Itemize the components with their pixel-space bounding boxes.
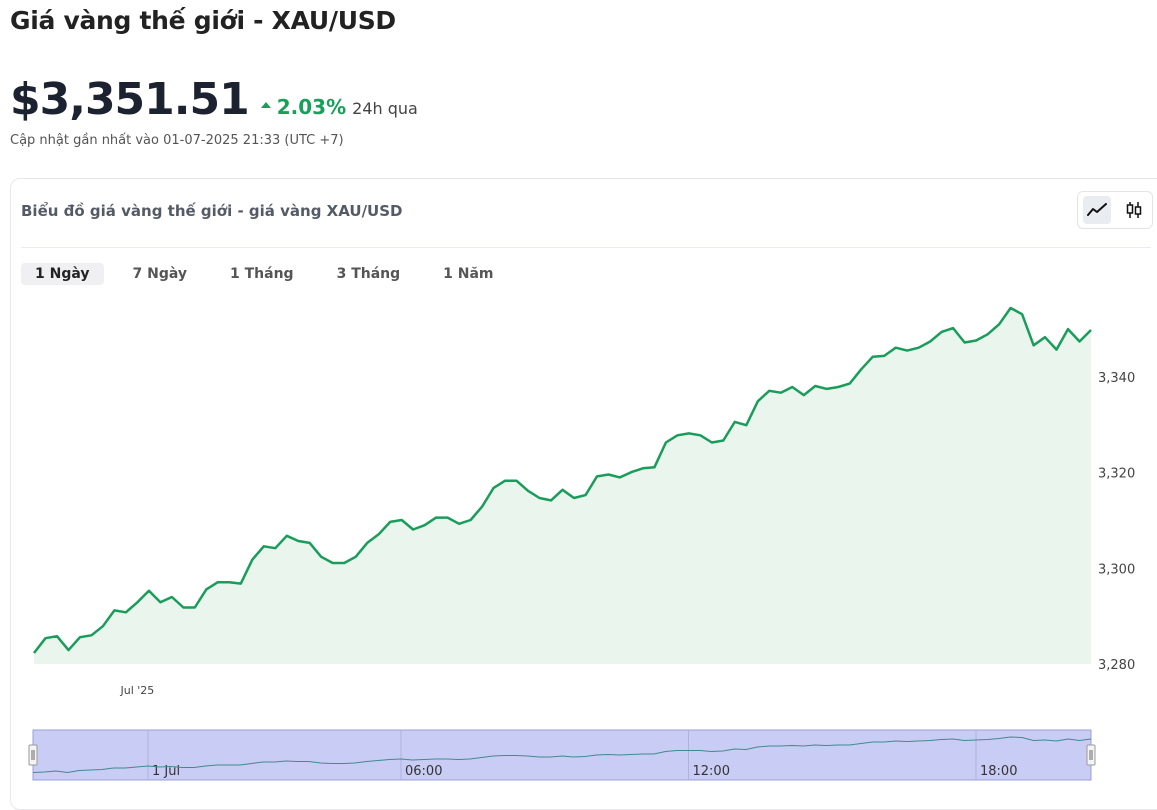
- navigator-label: 12:00: [693, 764, 730, 779]
- price-area: [34, 308, 1091, 664]
- navigator-label: 18:00: [980, 764, 1017, 779]
- handle-grip[interactable]: [29, 745, 37, 765]
- handle-grip[interactable]: [1087, 745, 1095, 765]
- navigator-left-handle[interactable]: [29, 745, 37, 765]
- y-tick-label: 3,300: [1098, 562, 1135, 577]
- y-tick-label: 3,340: [1098, 371, 1135, 386]
- navigator-window[interactable]: [33, 730, 1091, 780]
- navigator-right-handle[interactable]: [1087, 745, 1095, 765]
- navigator-label: 06:00: [405, 764, 442, 779]
- y-tick-label: 3,280: [1098, 658, 1135, 673]
- y-tick-label: 3,320: [1098, 467, 1135, 482]
- x-tick-label: Jul '25: [120, 684, 155, 697]
